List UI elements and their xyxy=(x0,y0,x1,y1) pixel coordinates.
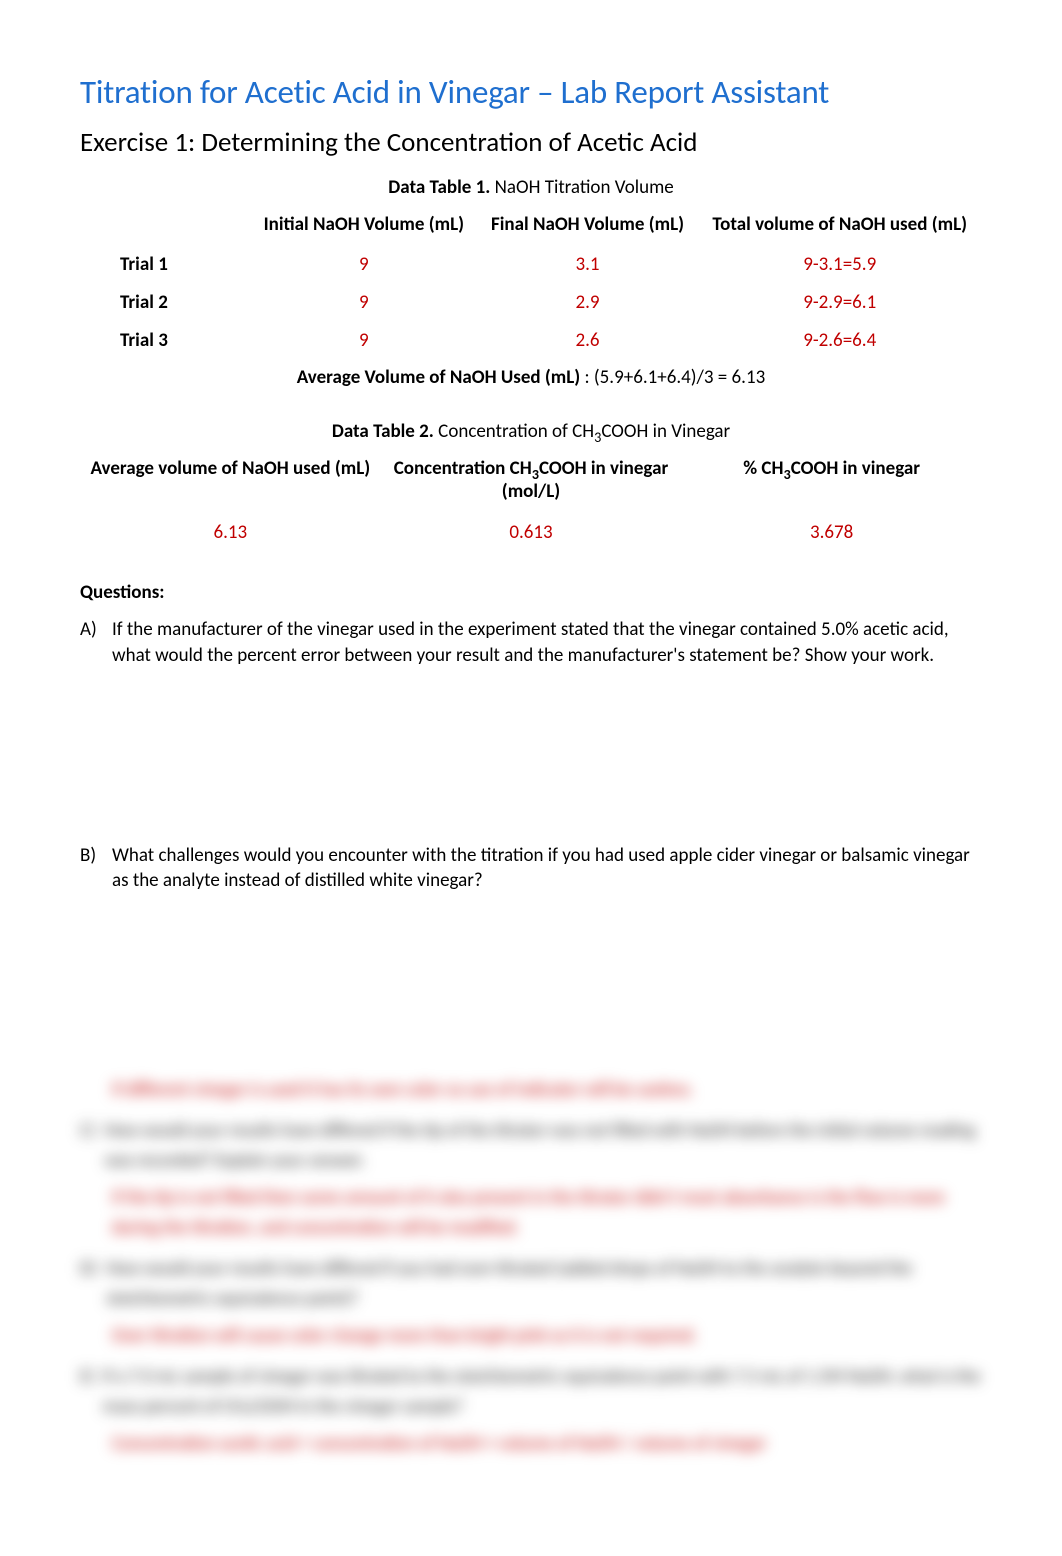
blur-qd-ans: Over titration will cause color change m… xyxy=(80,1320,982,1351)
exercise-heading: Exercise 1: Determining the Concentratio… xyxy=(80,125,982,161)
qb-marker: B) xyxy=(80,843,112,894)
avg-value: : (5.9+6.1+6.4)/3 = 6.13 xyxy=(580,366,765,389)
questions-list: A) If the manufacturer of the vinegar us… xyxy=(80,617,982,668)
table-row: Trial 2 9 2.9 9-2.9=6.1 xyxy=(80,284,982,322)
table-row: Trial 1 9 3.1 9-3.1=5.9 xyxy=(80,246,982,284)
t2c2-pre: Concentration CH xyxy=(394,457,532,480)
avg-label: Average Volume of NaOH Used (mL) xyxy=(297,366,580,389)
trial1-final: 3.1 xyxy=(478,246,698,284)
t2-avgvol: 6.13 xyxy=(80,514,381,552)
qa-marker: A) xyxy=(80,617,112,668)
table1: Initial NaOH Volume (mL) Final NaOH Volu… xyxy=(80,209,982,360)
blur-qc-text: How would your results have differed if … xyxy=(105,1115,982,1176)
table1-col3: Total volume of NaOH used (mL) xyxy=(697,209,982,247)
qb-text: What challenges would you encounter with… xyxy=(112,843,982,894)
t2-pct: 3.678 xyxy=(681,514,982,552)
trial3-total: 9-2.6=6.4 xyxy=(697,322,982,360)
blur-qe-text: If a 7.0 mL sample of vinegar was titrat… xyxy=(103,1361,982,1422)
t2-conc: 0.613 xyxy=(381,514,682,552)
blur-b-answer: If different vinegar is used it has its … xyxy=(80,1074,982,1105)
trial2-initial: 9 xyxy=(250,284,478,322)
blur-qe-ans: Concentration acetic acid = concentratio… xyxy=(80,1428,982,1459)
table-row: Trial 3 9 2.6 9-2.6=6.4 xyxy=(80,322,982,360)
blur-qd-marker: D) xyxy=(80,1253,106,1314)
question-b: B) What challenges would you encounter w… xyxy=(80,843,982,894)
table1-caption-rest: NaOH Titration Volume xyxy=(490,176,673,199)
page-title: Titration for Acetic Acid in Vinegar – L… xyxy=(80,70,982,115)
trial1-initial: 9 xyxy=(250,246,478,284)
table1-col2: Final NaOH Volume (mL) xyxy=(478,209,698,247)
t2c3-pre: % CH xyxy=(743,457,783,480)
table-row: 6.13 0.613 3.678 xyxy=(80,514,982,552)
table2-col2: Concentration CH3COOH in vinegar (mol/L) xyxy=(381,453,682,515)
table2-caption-bold: Data Table 2. xyxy=(332,420,434,443)
table2-caption-pre: Concentration of CH xyxy=(434,420,594,443)
table2-caption: Data Table 2. Concentration of CH3COOH i… xyxy=(80,419,982,445)
blur-qe-marker: E) xyxy=(80,1361,103,1422)
trial2-final: 2.9 xyxy=(478,284,698,322)
table1-caption: Data Table 1. NaOH Titration Volume xyxy=(80,175,982,201)
table2-col3: % CH3COOH in vinegar xyxy=(681,453,982,515)
blurred-preview: If different vinegar is used it has its … xyxy=(80,1074,982,1459)
question-a: A) If the manufacturer of the vinegar us… xyxy=(80,617,982,668)
table1-average: Average Volume of NaOH Used (mL) : (5.9+… xyxy=(80,365,982,391)
t2c3-sub: 3 xyxy=(783,464,790,482)
table1-caption-bold: Data Table 1. xyxy=(388,176,490,199)
table1-col0 xyxy=(80,209,250,247)
answer-space-a xyxy=(80,693,982,843)
qa-text: If the manufacturer of the vinegar used … xyxy=(112,617,982,668)
questions-list-b: B) What challenges would you encounter w… xyxy=(80,843,982,894)
trial2-label: Trial 2 xyxy=(80,284,250,322)
questions-heading: Questions: xyxy=(80,580,982,606)
trial3-label: Trial 3 xyxy=(80,322,250,360)
table1-col1: Initial NaOH Volume (mL) xyxy=(250,209,478,247)
trial3-final: 2.6 xyxy=(478,322,698,360)
trial1-total: 9-3.1=5.9 xyxy=(697,246,982,284)
trial2-total: 9-2.9=6.1 xyxy=(697,284,982,322)
t2c3-post: COOH in vinegar xyxy=(791,457,920,480)
trial3-initial: 9 xyxy=(250,322,478,360)
trial1-label: Trial 1 xyxy=(80,246,250,284)
blur-qd-text: How would your results have differed if … xyxy=(106,1253,982,1314)
blur-qc-marker: C) xyxy=(80,1115,105,1176)
answer-space-b xyxy=(80,918,982,1068)
table2-caption-post: COOH in Vinegar xyxy=(601,420,730,443)
blur-qc-ans: If the tip is not filled then some amoun… xyxy=(80,1182,982,1243)
table2-col1: Average volume of NaOH used (mL) xyxy=(80,453,381,515)
table2: Average volume of NaOH used (mL) Concent… xyxy=(80,453,982,552)
